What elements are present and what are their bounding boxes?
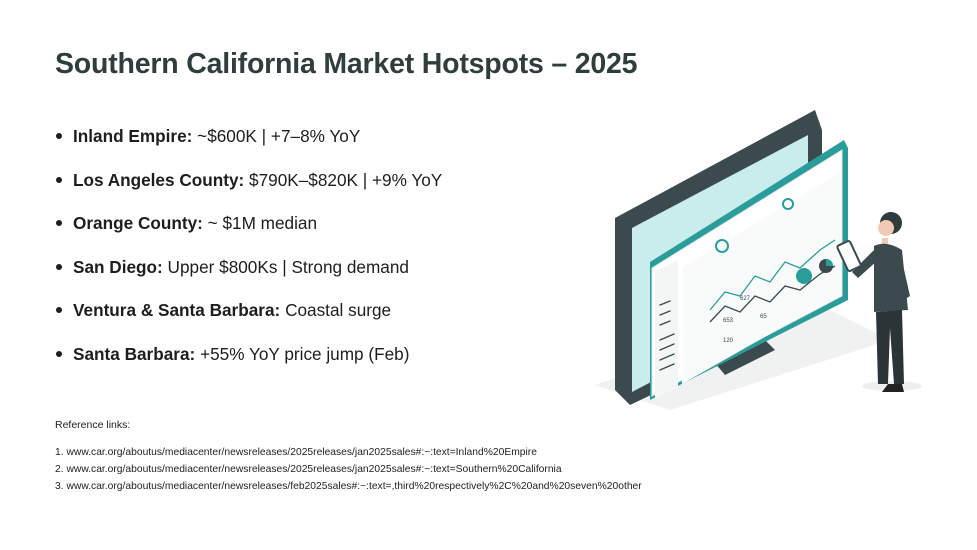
dashboard-number: 65: [760, 314, 767, 320]
bullet-dot-icon: [56, 263, 62, 270]
clipboard-icon: [836, 240, 862, 272]
hotspot-text: Coastal surge: [285, 300, 392, 321]
avatar-badge-icon: [782, 198, 794, 210]
bullet-dot-icon: [56, 220, 62, 227]
hotspot-item-san-diego: San Diego: Upper $800Ks | Strong demand: [55, 257, 595, 301]
hotspot-label: Orange County:: [73, 213, 203, 234]
chart-line-icon: [709, 239, 836, 323]
reference-link[interactable]: 3. www.car.org/aboutus/mediacenter/newsr…: [55, 480, 642, 492]
hotspot-item-los-angeles: Los Angeles County: $790K–$820K | +9% Yo…: [55, 170, 595, 214]
reference-link[interactable]: 2. www.car.org/aboutus/mediacenter/newsr…: [55, 463, 562, 475]
references-heading: Reference links:: [55, 419, 131, 431]
hotspot-text: ~$600K | +7–8% YoY: [197, 126, 361, 146]
bullet-dot-icon: [56, 307, 62, 314]
pie-chart-icon: [796, 268, 812, 284]
bullet-dot-icon: [56, 350, 62, 357]
hotspot-list: Inland Empire: ~$600K | +7–8% YoY Los An…: [55, 126, 595, 388]
dashboard-panel-icon: 627 653 65 120: [650, 140, 848, 400]
reference-link[interactable]: 1. www.car.org/aboutus/mediacenter/newsr…: [55, 447, 537, 458]
hotspot-label: Inland Empire:: [73, 126, 193, 146]
bullet-dot-icon: [56, 133, 62, 139]
bullet-dot-icon: [56, 176, 62, 183]
hotspot-label: Santa Barbara:: [73, 343, 196, 364]
hotspot-item-inland-empire: Inland Empire: ~$600K | +7–8% YoY: [55, 126, 595, 170]
hotspot-text: ~ $1M median: [207, 213, 318, 234]
avatar-badge-icon: [715, 239, 729, 253]
hotspot-label: San Diego:: [73, 256, 163, 277]
slide-title: Southern California Market Hotspots – 20…: [55, 48, 638, 80]
hotspot-text: +55% YoY price jump (Feb): [200, 343, 410, 364]
hotspot-text: Upper $800Ks | Strong demand: [167, 256, 409, 277]
hotspot-item-ventura: Ventura & Santa Barbara: Coastal surge: [55, 300, 595, 344]
hotspot-text: $790K–$820K | +9% YoY: [249, 169, 443, 190]
dashboard-number: 653: [723, 318, 734, 324]
dashboard-number: 627: [740, 296, 751, 302]
hotspot-label: Ventura & Santa Barbara:: [73, 300, 281, 321]
hotspot-label: Los Angeles County:: [73, 169, 245, 190]
hotspot-item-orange-county: Orange County: ~ $1M median: [55, 213, 595, 257]
reference-list: 1. www.car.org/aboutus/mediacenter/newsr…: [55, 447, 642, 497]
dashboard-number: 120: [723, 338, 734, 344]
dashboard-illustration: 627 653 65 120: [595, 110, 922, 410]
person-icon: [836, 212, 922, 392]
hotspot-item-santa-barbara: Santa Barbara: +55% YoY price jump (Feb): [55, 344, 595, 388]
